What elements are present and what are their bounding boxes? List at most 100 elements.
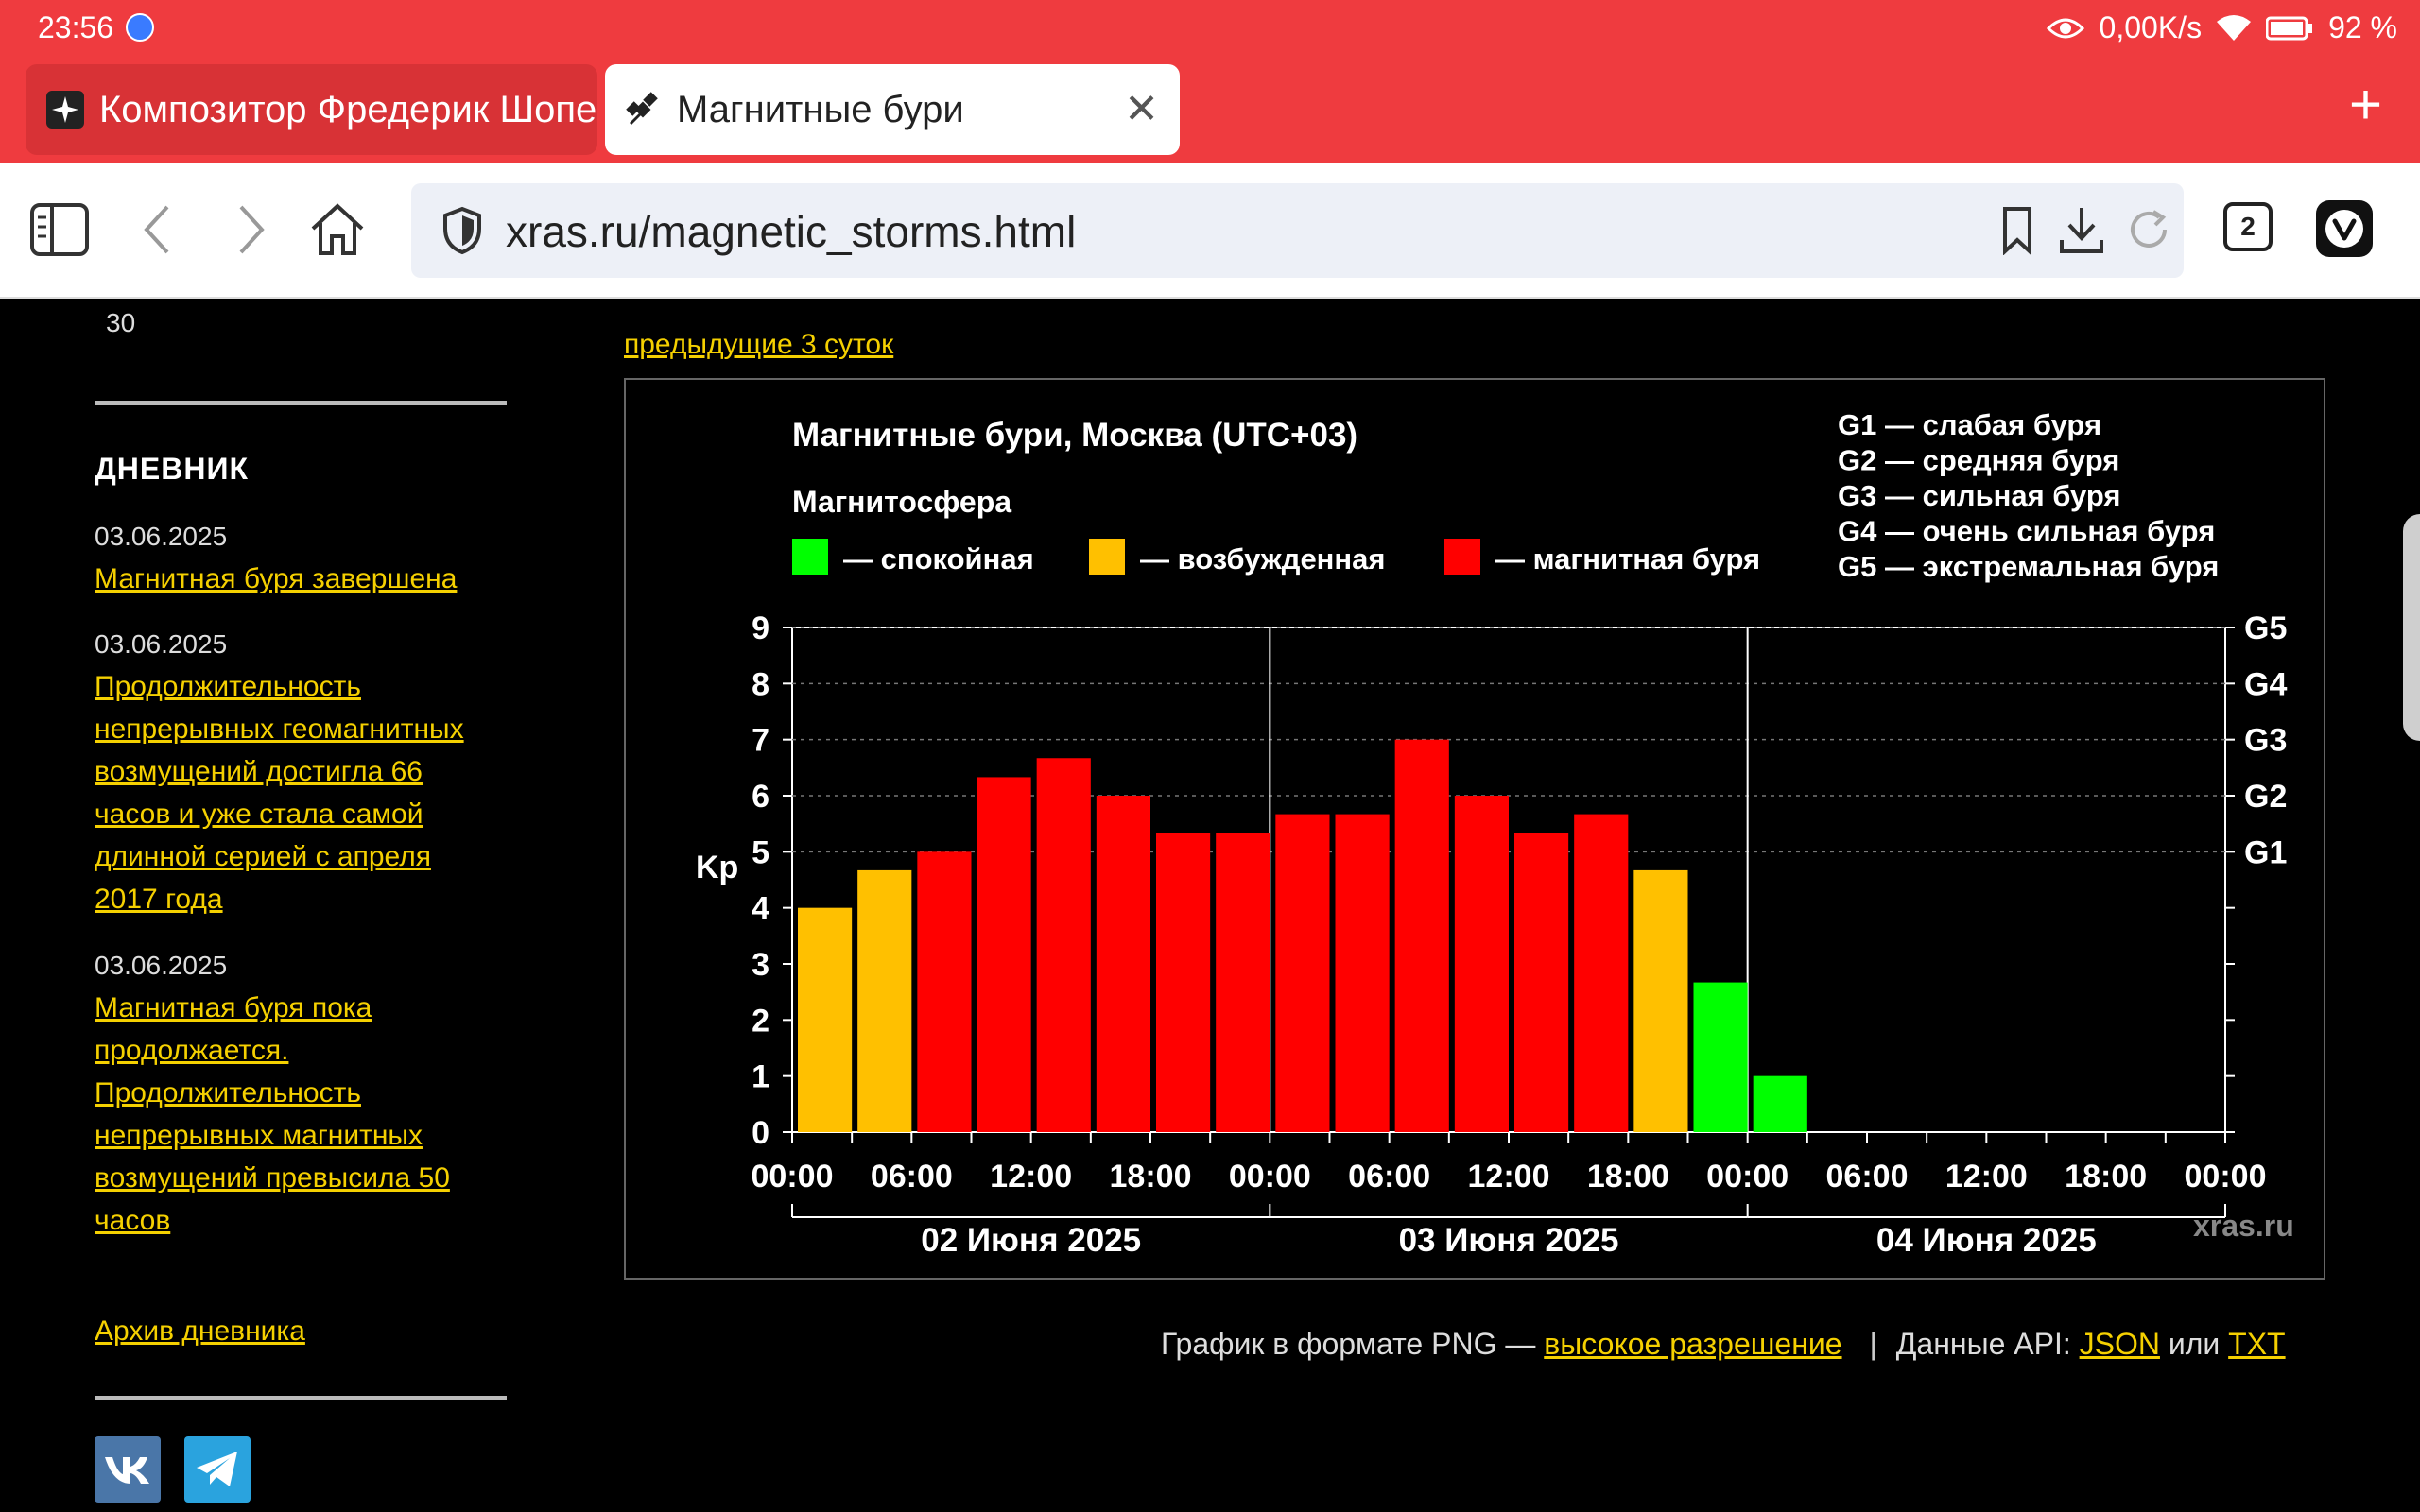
x-tick-label: 12:00 — [990, 1159, 1072, 1194]
txt-link[interactable]: TXT — [2228, 1327, 2286, 1361]
legend-swatch — [1089, 539, 1125, 575]
wifi-icon — [2217, 14, 2252, 41]
tab-bar: Композитор Фредерик Шопен Магнитные бури… — [0, 59, 2420, 163]
page-content: 30 ДНЕВНИК 03.06.2025 Магнитная буря зав… — [0, 299, 2420, 1512]
kp-bar — [1394, 739, 1449, 1132]
watermark: xras.ru — [2193, 1209, 2294, 1243]
entry-link[interactable]: Продолжительность непрерывных геомагнитн… — [95, 671, 464, 915]
entry-date: 03.06.2025 — [95, 522, 228, 551]
g-tick-label: G5 — [2244, 610, 2287, 646]
url-path: /magnetic_storms.html — [638, 207, 1077, 256]
kp-bar — [1753, 1075, 1807, 1132]
new-tab-button[interactable]: + — [2348, 73, 2382, 136]
battery-level: 92 % — [2328, 10, 2397, 44]
entry-link[interactable]: Магнитная буря завершена — [95, 563, 458, 594]
vk-button[interactable] — [95, 1436, 161, 1503]
tab-composer[interactable]: Композитор Фредерик Шопен — [26, 64, 597, 155]
kp-bar — [917, 851, 972, 1132]
chart-title: Магнитные бури, Москва (UTC+03) — [792, 417, 1357, 454]
kp-bar — [798, 907, 853, 1132]
sidebar-number: 30 — [106, 308, 136, 337]
scroll-handle[interactable] — [2403, 514, 2420, 741]
kp-bar — [1216, 833, 1270, 1132]
entry-date: 03.06.2025 — [95, 951, 228, 980]
close-tab-icon[interactable]: ✕ — [1124, 86, 1159, 132]
kp-bar — [857, 869, 912, 1132]
x-tick-label: 00:00 — [752, 1159, 834, 1194]
chart-footer: График в формате PNG — высокое разрешени… — [1161, 1327, 2286, 1362]
legend-title: Магнитосфера — [792, 485, 1011, 519]
shield-icon[interactable] — [441, 206, 483, 255]
tab-magnetic-storms[interactable]: Магнитные бури ✕ — [605, 64, 1180, 155]
x-tick-label: 12:00 — [1468, 1159, 1550, 1194]
diary-archive-link[interactable]: Архив дневника — [95, 1315, 305, 1347]
x-tick-label: 00:00 — [1229, 1159, 1311, 1194]
g-tick-label: G4 — [2244, 666, 2287, 702]
telegram-icon — [197, 1452, 237, 1486]
sparkle-icon — [46, 91, 84, 129]
legend-swatch — [792, 539, 828, 575]
legend-label: — возбужденная — [1140, 542, 1385, 576]
browser-toolbar: xras.ru/magnetic_storms.html 2 — [0, 163, 2420, 299]
y-axis-label: Kp — [696, 850, 738, 885]
chart-axes: 0 1 2 3 4 5 6 7 8 9 G1 G2 G3 G4 G5 00:00 06:00 12:00 18:00… — [752, 610, 2288, 1259]
status-right: 0,00K/s 92 % — [2046, 10, 2397, 45]
address-bar[interactable]: xras.ru/magnetic_storms.html — [411, 183, 2184, 278]
day-label: 02 Июня 2025 — [921, 1222, 1141, 1259]
x-tick-label: 06:00 — [1826, 1159, 1909, 1194]
entry-link[interactable]: Магнитная буря пока продолжается. Продол… — [95, 992, 450, 1236]
reload-icon[interactable] — [2127, 208, 2170, 251]
legend: — спокойная — возбужденная — магнитная бур… — [792, 539, 1760, 576]
chevron-right-icon — [239, 205, 265, 254]
kp-bar — [977, 777, 1031, 1132]
back-button[interactable] — [125, 197, 191, 263]
tab-title: Композитор Фредерик Шопен — [99, 88, 597, 130]
satellite-icon — [624, 91, 662, 129]
kp-chart-svg: Магнитные бури, Москва (UTC+03) Магнитос… — [696, 408, 2294, 1259]
day-label: 04 Июня 2025 — [1876, 1222, 2097, 1259]
tab-count-button[interactable]: 2 — [2223, 202, 2273, 251]
g-legend-item: G5 — экстремальная буря — [1838, 550, 2219, 583]
kp-bar — [1634, 869, 1688, 1132]
json-link[interactable]: JSON — [2079, 1327, 2160, 1361]
x-tick-label: 06:00 — [871, 1159, 953, 1194]
eye-icon — [2046, 18, 2084, 38]
x-tick-label: 06:00 — [1348, 1159, 1430, 1194]
kp-bar — [1036, 758, 1091, 1132]
x-tick-label: 12:00 — [1945, 1159, 2028, 1194]
kp-bar — [1574, 814, 1629, 1132]
download-icon[interactable] — [2058, 204, 2105, 255]
divider — [95, 1396, 507, 1400]
battery-icon — [2266, 16, 2313, 40]
y-tick-label: 2 — [752, 1003, 769, 1039]
forward-button[interactable] — [217, 197, 284, 263]
chevron-left-icon — [144, 205, 169, 254]
panel-toggle-button[interactable] — [26, 197, 93, 263]
kp-chart: Магнитные бури, Москва (UTC+03) Магнитос… — [624, 378, 2325, 1280]
g-legend-item: G3 — сильная буря — [1838, 479, 2120, 512]
legend-swatch — [1444, 539, 1480, 575]
kp-bar — [1096, 796, 1150, 1132]
entry-date: 03.06.2025 — [95, 629, 228, 659]
net-speed: 0,00K/s — [2099, 10, 2203, 44]
footer-separator: | — [1869, 1327, 1877, 1361]
vivaldi-menu-button[interactable] — [2316, 200, 2373, 257]
home-button[interactable] — [304, 197, 371, 263]
previous-days-link[interactable]: предыдущие 3 суток — [624, 329, 894, 360]
api-text: Данные API: — [1895, 1327, 2080, 1361]
status-bar: 23:56 0,00K/s 92 % — [0, 0, 2420, 59]
tab-title: Магнитные бури — [677, 88, 964, 130]
status-time: 23:56 — [38, 10, 114, 44]
panel-icon — [30, 203, 89, 256]
url-text[interactable]: xras.ru/magnetic_storms.html — [506, 206, 1076, 257]
home-icon — [311, 203, 364, 255]
hires-link[interactable]: высокое разрешение — [1544, 1327, 1842, 1361]
y-tick-label: 3 — [752, 947, 769, 983]
y-tick-label: 7 — [752, 723, 769, 759]
kp-bar — [1454, 796, 1509, 1132]
y-tick-label: 4 — [752, 891, 769, 927]
bookmark-icon[interactable] — [2001, 206, 2033, 255]
day-label: 03 Июня 2025 — [1399, 1222, 1619, 1259]
vk-icon — [105, 1457, 149, 1484]
telegram-button[interactable] — [184, 1436, 251, 1503]
